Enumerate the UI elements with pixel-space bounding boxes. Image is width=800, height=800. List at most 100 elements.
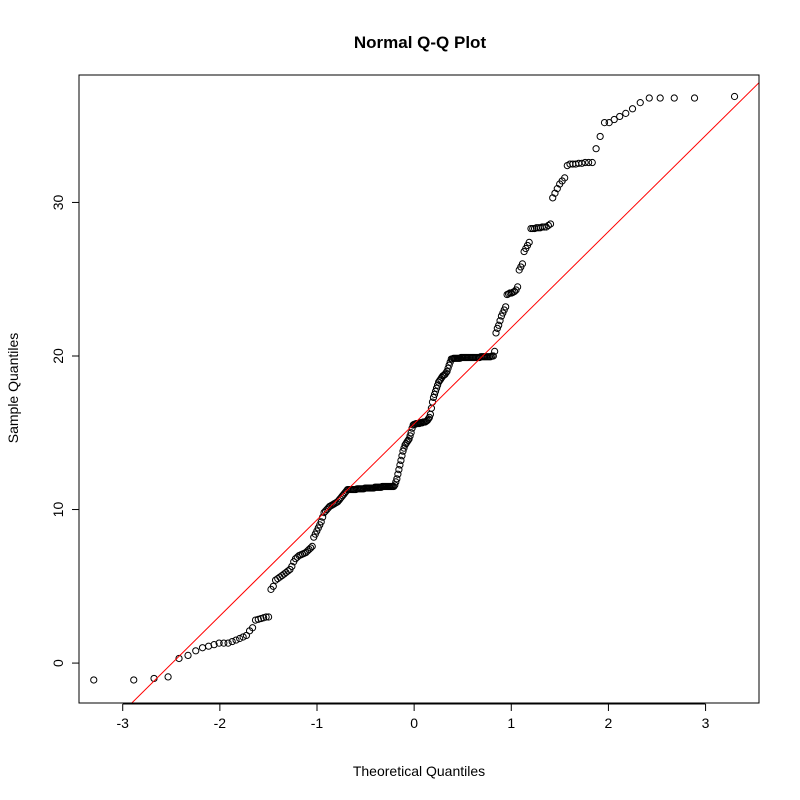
data-point [690, 94, 699, 102]
data-point [236, 634, 244, 643]
data-point [265, 613, 273, 621]
data-point [228, 637, 236, 646]
plot-area [90, 82, 759, 703]
data-point [561, 174, 569, 182]
data-point [90, 676, 98, 684]
data-point [399, 447, 407, 455]
data-point [392, 478, 400, 486]
x-tick-label: 2 [605, 715, 613, 731]
y-tick-label: 0 [50, 659, 66, 667]
data-point [540, 223, 548, 231]
data-point [610, 115, 618, 124]
data-point [130, 676, 138, 684]
x-axis-label: Theoretical Quantiles [353, 763, 485, 779]
data-point [578, 159, 586, 167]
data-point [184, 651, 192, 660]
data-point [215, 639, 223, 647]
data-point [390, 482, 398, 491]
y-axis: 0 10 20 30 [50, 194, 80, 667]
data-point [514, 283, 522, 291]
x-tick-label: 3 [702, 715, 710, 731]
y-tick-label: 30 [50, 194, 66, 210]
data-point [397, 456, 405, 464]
data-point [232, 636, 240, 644]
data-point [600, 119, 609, 127]
data-point [616, 112, 624, 121]
plot-frame [78, 74, 760, 704]
data-point [398, 452, 406, 460]
data-point [495, 321, 503, 329]
data-point [585, 158, 593, 167]
data-point [491, 347, 499, 355]
qq-reference-line [131, 82, 759, 703]
data-point [544, 221, 552, 230]
data-point [317, 518, 325, 526]
x-tick-label: 1 [507, 715, 515, 731]
data-point [592, 145, 600, 153]
data-point [622, 109, 630, 117]
data-point [492, 329, 500, 337]
data-point [628, 105, 637, 113]
data-point [425, 413, 433, 422]
x-tick-label: -3 [116, 715, 129, 731]
y-tick-label: 20 [50, 348, 66, 364]
data-point [224, 639, 232, 647]
data-point [445, 361, 453, 369]
data-point [393, 475, 401, 483]
data-point [284, 567, 292, 575]
data-point [308, 542, 316, 550]
data-point [391, 481, 399, 489]
data-point [192, 647, 200, 655]
data-point [269, 582, 277, 590]
data-point [432, 384, 441, 392]
data-point [430, 390, 439, 398]
data-point [434, 381, 442, 389]
x-tick-label: -1 [311, 715, 324, 731]
x-tick-label: -2 [214, 715, 227, 731]
data-point [549, 194, 557, 202]
data-point [489, 352, 497, 360]
data-point [431, 387, 440, 395]
x-axis: -3 -2 -1 0 1 2 3 [116, 703, 710, 731]
data-point [405, 435, 413, 443]
data-point [406, 432, 414, 440]
y-tick-label: 10 [50, 502, 66, 518]
chart-title: Normal Q-Q Plot [354, 33, 487, 52]
data-point [175, 654, 183, 663]
data-point [581, 158, 589, 167]
data-point [588, 158, 596, 167]
y-axis-label: Sample Quantiles [5, 333, 21, 444]
data-point [164, 673, 172, 681]
data-point [496, 317, 504, 325]
data-point [444, 364, 452, 372]
data-point [288, 562, 296, 570]
x-tick-label: 0 [410, 715, 418, 731]
data-point [670, 94, 678, 102]
data-point [396, 461, 404, 469]
data-point [394, 470, 402, 478]
data-point [596, 132, 604, 141]
data-point [220, 639, 228, 647]
data-point [546, 220, 555, 228]
data-point [730, 92, 739, 101]
data-point [262, 613, 270, 621]
sample-points [90, 92, 739, 684]
data-point [210, 641, 218, 649]
data-point [636, 99, 644, 107]
data-point [404, 436, 412, 445]
data-point [198, 644, 207, 652]
data-point [239, 633, 247, 641]
data-point [400, 444, 408, 452]
data-point [443, 367, 451, 375]
data-point [424, 415, 432, 423]
data-point [278, 571, 286, 580]
data-point [395, 466, 403, 474]
data-point [502, 303, 510, 311]
data-point [407, 429, 415, 437]
data-point [605, 119, 613, 127]
data-point [429, 393, 438, 402]
data-point [525, 238, 533, 246]
data-point [248, 624, 257, 632]
data-point [518, 260, 527, 268]
